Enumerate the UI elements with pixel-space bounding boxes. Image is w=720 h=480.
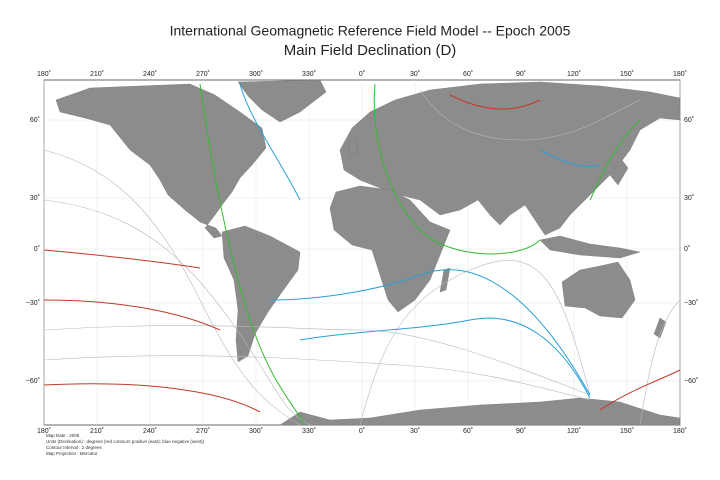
note: Contour Interval : 2 degrees xyxy=(46,445,103,450)
longitude-label: 210˚ xyxy=(90,427,104,435)
longitude-label: 240˚ xyxy=(143,427,157,435)
longitude-label: 240˚ xyxy=(143,70,157,78)
latitude-label: 30˚ xyxy=(684,194,694,202)
eurasia xyxy=(339,81,681,236)
subtitle: Main Field Declination (D) xyxy=(284,42,457,59)
latitude-label: 0˚ xyxy=(684,245,690,253)
antarctica xyxy=(279,397,681,426)
longitude-label: 270˚ xyxy=(196,70,210,78)
longitude-label: 150˚ xyxy=(620,427,634,435)
note: Map Projection : Mercator xyxy=(46,451,98,456)
new-zealand xyxy=(653,317,667,339)
greenland xyxy=(237,79,327,123)
indonesia xyxy=(539,235,641,259)
longitude-label: 30˚ xyxy=(410,70,420,78)
longitude-label: 120˚ xyxy=(567,427,581,435)
australia xyxy=(561,261,636,319)
longitude-label: 180˚ xyxy=(673,427,687,435)
contours xyxy=(43,83,681,426)
longitude-label: 210˚ xyxy=(90,70,104,78)
longitude-label: 60˚ xyxy=(463,70,473,78)
longitude-label: 180˚ xyxy=(37,427,51,435)
madagascar xyxy=(439,267,451,293)
note: Map Date : 2005 xyxy=(46,433,80,438)
longitude-label: 90˚ xyxy=(516,427,526,435)
longitude-label: 330˚ xyxy=(302,70,316,78)
uk xyxy=(347,137,359,157)
longitude-label: 150˚ xyxy=(620,70,634,78)
axis-labels: 180˚ 180˚ 210˚ 210˚ 240˚ 240˚ 270˚ 270˚ 300˚ 300˚… xyxy=(26,70,698,435)
north-america xyxy=(55,83,267,239)
longitude-label: 60˚ xyxy=(463,427,473,435)
longitude-label: 180˚ xyxy=(37,70,51,78)
longitude-label: 0˚ xyxy=(359,70,365,78)
longitude-label: 300˚ xyxy=(249,70,263,78)
longitude-label: 30˚ xyxy=(410,427,420,435)
landmasses xyxy=(55,79,681,426)
africa xyxy=(329,185,451,313)
latitude-label: 0˚ xyxy=(34,245,40,253)
longitude-label: 0˚ xyxy=(359,427,365,435)
map xyxy=(43,79,681,426)
latitude-label: 30˚ xyxy=(30,194,40,202)
latitude-label: −60˚ xyxy=(26,377,40,385)
longitude-label: 330˚ xyxy=(302,427,316,435)
latitude-label: −60˚ xyxy=(684,377,698,385)
longitude-label: 270˚ xyxy=(196,427,210,435)
japan xyxy=(609,159,629,186)
longitude-label: 300˚ xyxy=(249,427,263,435)
latitude-label: 60˚ xyxy=(30,116,40,124)
longitude-label: 120˚ xyxy=(567,70,581,78)
latitude-label: −30˚ xyxy=(26,299,40,307)
longitude-label: 90˚ xyxy=(516,70,526,78)
title: International Geomagnetic Reference Fiel… xyxy=(170,23,571,39)
latitude-label: −30˚ xyxy=(684,299,698,307)
note: Units (Declination) : degrees (red conto… xyxy=(46,439,205,444)
longitude-label: 180˚ xyxy=(673,70,687,78)
latitude-label: 60˚ xyxy=(684,116,694,124)
